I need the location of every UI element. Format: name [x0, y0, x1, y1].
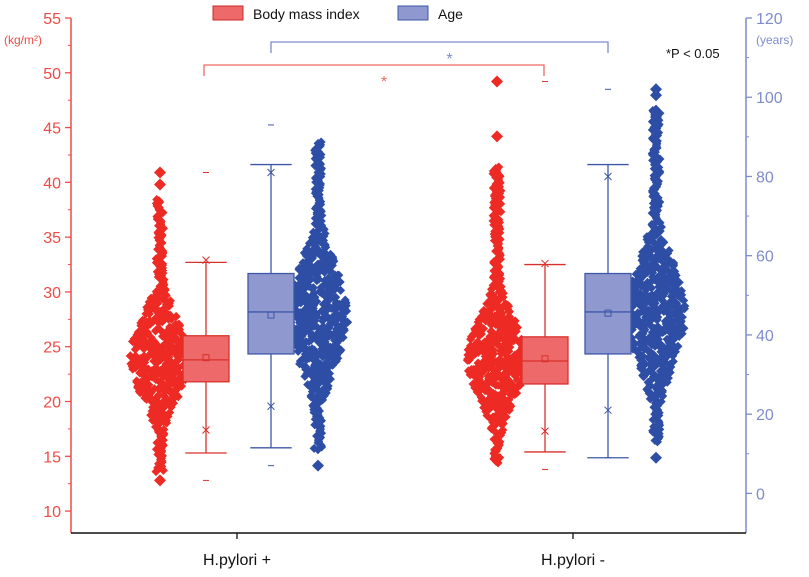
significance-note: *P < 0.05 [666, 46, 720, 61]
box [585, 274, 631, 354]
legend-swatch-bmi [213, 6, 243, 20]
outlier-point [491, 76, 503, 88]
bmi-box-positive [183, 173, 229, 481]
left-axis-tick-label: 25 [43, 340, 61, 357]
right-axis-tick-label: 60 [756, 249, 774, 266]
bmi-significance-bracket: * [204, 65, 544, 91]
age-box-negative [585, 89, 631, 457]
legend-label-age: Age [438, 6, 463, 22]
legend-swatch-age [398, 6, 428, 20]
significance-bracket-line [204, 65, 544, 76]
bmi-cloud-positive [126, 167, 194, 487]
bmi-box-negative [522, 82, 568, 470]
box [183, 336, 229, 382]
outlier-point [491, 130, 503, 142]
age-significance-bracket: * [271, 42, 608, 68]
category-label-hpylori-negative: H.pylori - [541, 552, 605, 569]
boxes-layer [183, 82, 631, 481]
age-box-positive [248, 125, 294, 466]
significance-star: * [381, 74, 387, 91]
left-axis-tick-label: 15 [43, 449, 61, 466]
right-axis-unit: (years) [756, 33, 793, 47]
left-axis-tick-label: 45 [43, 121, 61, 138]
left-axis-unit: (kg/m²) [4, 33, 42, 47]
right-axis-tick-label: 80 [756, 169, 774, 186]
box [248, 274, 294, 354]
outlier-point [154, 167, 166, 179]
right-axis-tick-label: 0 [756, 486, 765, 503]
bmi-cloud-negative [463, 76, 530, 468]
left-axis-tick-label: 30 [43, 285, 61, 302]
right-axis-tick-label: 120 [756, 11, 783, 28]
outlier-point [154, 474, 166, 486]
outlier-point [312, 460, 324, 472]
right-axis-tick-label: 40 [756, 328, 774, 345]
outlier-point [650, 452, 662, 464]
left-axis-tick-label: 10 [43, 504, 61, 521]
age-cloud-negative [622, 83, 689, 463]
right-axis-tick-label: 20 [756, 407, 774, 424]
significance-bracket-line [271, 42, 608, 53]
outlier-point [154, 179, 166, 191]
left-axis-tick-label: 20 [43, 395, 61, 412]
legend-label-bmi: Body mass index [253, 6, 360, 22]
left-axis-tick-label: 55 [43, 11, 61, 28]
right-axis-tick-label: 100 [756, 90, 783, 107]
left-axis-tick-label: 50 [43, 66, 61, 83]
left-axis-tick-label: 35 [43, 230, 61, 247]
category-label-hpylori-positive: H.pylori + [203, 552, 271, 569]
left-axis-tick-label: 40 [43, 175, 61, 192]
